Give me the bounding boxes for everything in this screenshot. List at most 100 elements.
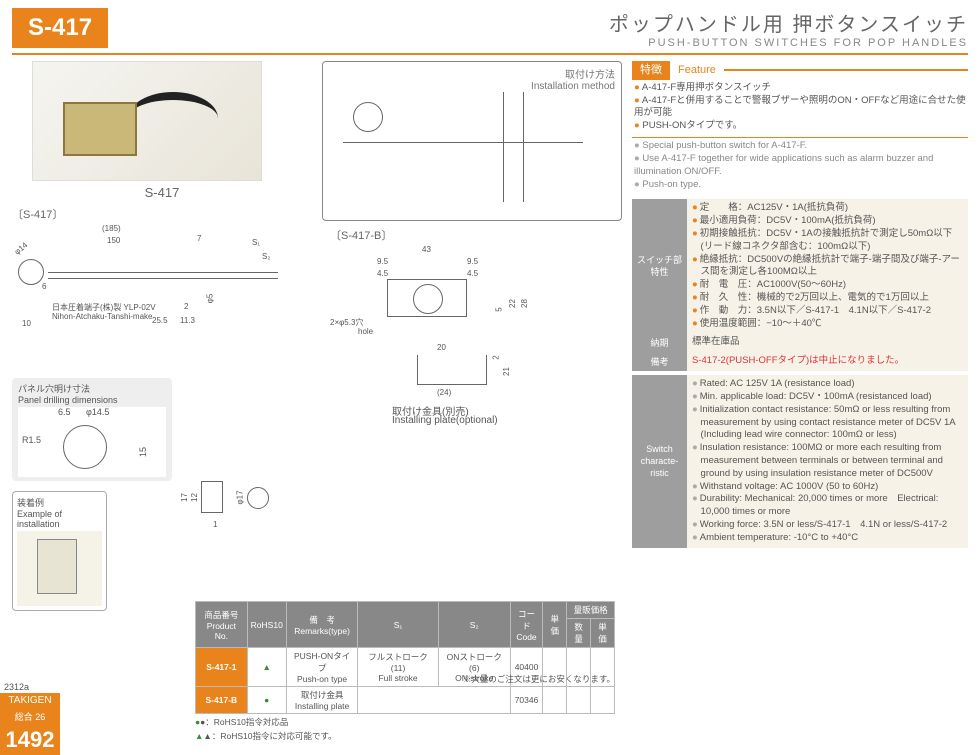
photo-label: S-417 bbox=[12, 185, 312, 200]
dimensions-s417b: 43 9.5 9.5 4.5 4.5 2×φ5.3穴 hole 5 22 28 … bbox=[322, 245, 622, 430]
spec-en-item: Durability: Mechanical: 20,000 times or … bbox=[692, 493, 963, 519]
b-holes-en: hole bbox=[358, 327, 373, 336]
spec-jp-block: スイッチ部特性 定 格：AC125V・1A(抵抗負荷) 最小適用負荷：DC5V・… bbox=[632, 199, 968, 333]
cell-s1 bbox=[358, 687, 510, 714]
product-table: 商品番号Product No. RoHS10 備 考Remarks(type) … bbox=[195, 601, 615, 714]
cell-s1-en: Full stroke bbox=[378, 673, 417, 683]
install-example-box: 装着例 Example of installation bbox=[12, 491, 107, 611]
remark-row: 備考 S-417-2(PUSH-OFFタイプ)は中止になりました。 bbox=[632, 352, 968, 371]
product-code-badge: S-417 bbox=[12, 8, 108, 48]
spec-en-item: Rated: AC 125V 1A (resistance load) bbox=[692, 378, 963, 391]
cell-rem-en: Installing plate bbox=[295, 701, 349, 711]
spec-en-block: Switch characte-ristic Rated: AC 125V 1A… bbox=[632, 375, 968, 548]
spec-jp-item: 使用温度範囲：−10～＋40℃ bbox=[692, 318, 963, 331]
col-bulk: 量販価格 bbox=[567, 602, 615, 619]
spec-jp-body: 定 格：AC125V・1A(抵抗負荷) 最小適用負荷：DC5V・100mA(抵抗… bbox=[687, 199, 968, 333]
dim-150: 150 bbox=[107, 236, 120, 245]
col-bulk-price: 単価 bbox=[591, 619, 615, 648]
b-bracket bbox=[417, 355, 487, 385]
feature-list-jp: A-417-F専用押ボタンスイッチ A-417-Fと併用することで警報ブザーや照… bbox=[632, 80, 968, 137]
dim-10: 10 bbox=[22, 319, 31, 328]
cell-bprice bbox=[591, 687, 615, 714]
cell-s2-jp: ONストローク(6) bbox=[447, 652, 502, 673]
feature-en-item: Push-on type. bbox=[634, 179, 968, 192]
drawing-circle bbox=[18, 259, 44, 285]
spec-jp-item: 絶縁抵抗：DC500Vの絶縁抵抗計で端子-端子間及び端子-アース間を測定し各10… bbox=[692, 254, 963, 280]
b-22: 22 bbox=[508, 299, 517, 308]
col-bulk-qty: 数量 bbox=[567, 619, 591, 648]
panel-145: φ14.5 bbox=[86, 407, 109, 417]
sv-1: 1 bbox=[213, 520, 217, 529]
col-pn-en: Product No. bbox=[207, 621, 236, 641]
b-24: (24) bbox=[437, 388, 451, 397]
dim-7: 7 bbox=[197, 234, 201, 243]
feature-tab-jp: 特徴 bbox=[632, 61, 670, 80]
feature-jp-item: A-417-F専用押ボタンスイッチ bbox=[634, 82, 968, 95]
col-pn-jp: 商品番号 bbox=[204, 610, 238, 620]
dim-185: (185) bbox=[102, 224, 121, 233]
install-method-diagram: 取付け方法 Installation method bbox=[322, 61, 622, 221]
b-45a: 4.5 bbox=[377, 269, 388, 278]
feature-list-en: Special push-button switch for A-417-F. … bbox=[632, 137, 968, 195]
dim-d5: φ5 bbox=[205, 294, 214, 304]
b-20: 20 bbox=[437, 343, 446, 352]
col-rem-en: Remarks(type) bbox=[294, 626, 350, 636]
plate-en: Installing plate(optional) bbox=[392, 415, 498, 426]
col-price: 単価 bbox=[543, 602, 567, 648]
spec-en-item: Withstand voltage: AC 1000V (50 to 60Hz) bbox=[692, 481, 963, 494]
spec-jp-item: 最小適用負荷：DC5V・100mA(抵抗負荷) bbox=[692, 215, 963, 228]
b-plate bbox=[387, 279, 467, 317]
install-method-en: Installation method bbox=[531, 81, 615, 92]
feature-en-item: Use A-417-F together for wide applicatio… bbox=[634, 153, 968, 179]
header: S-417 ポップハンドル用 押ボタンスイッチ PUSH-BUTTON SWIT… bbox=[0, 0, 980, 49]
spec-en-item: Ambient temperature: -10°C to +40°C bbox=[692, 532, 963, 545]
delivery-label: 納期 bbox=[632, 333, 687, 352]
spec-en-body: Rated: AC 125V 1A (resistance load) Min.… bbox=[687, 375, 968, 548]
spec-jp-label: スイッチ部特性 bbox=[632, 199, 687, 333]
b-2: 2 bbox=[492, 355, 501, 359]
remark-label: 備考 bbox=[632, 352, 687, 371]
delivery-row: 納期 標準在庫品 bbox=[632, 333, 968, 352]
panel-65: 6.5 bbox=[58, 407, 71, 417]
b-45b: 4.5 bbox=[467, 269, 478, 278]
panel-title-jp: パネル穴明け寸法 bbox=[18, 382, 166, 395]
install-ex-jp: 装着例 bbox=[17, 496, 102, 509]
table-row: S-417-B ● 取付け金具Installing plate 70346 bbox=[196, 687, 615, 714]
b-21: 21 bbox=[502, 367, 511, 376]
spec-en-item: Insulation resistance: 100MΩ or more eac… bbox=[692, 442, 963, 480]
feature-tab-en: Feature bbox=[670, 61, 724, 80]
panel-title-en: Panel drilling dimensions bbox=[18, 395, 166, 405]
mid-column: 取付け方法 Installation method 〔S-417-B〕 43 9… bbox=[322, 61, 622, 611]
cell-rohs: ▲ bbox=[247, 648, 286, 687]
cell-price bbox=[543, 687, 567, 714]
dim-2: 2 bbox=[184, 302, 188, 311]
revision: 2312a bbox=[0, 681, 60, 693]
spec-en-label: Switch characte-ristic bbox=[632, 375, 687, 548]
sv-17: 17 bbox=[180, 493, 189, 502]
diag-label-s417: 〔S-417〕 bbox=[12, 206, 312, 222]
col-rohs: RoHS10 bbox=[247, 602, 286, 648]
panel-hex bbox=[63, 425, 107, 469]
spec-jp-item: 初期接触抵抗：DC5V・1Aの接触抵抗計で測定し50mΩ以下(リード線コネクタ部… bbox=[692, 228, 963, 254]
install-method-jp: 取付け方法 bbox=[531, 66, 615, 81]
title-block: ポップハンドル用 押ボタンスイッチ PUSH-BUTTON SWITCHES F… bbox=[609, 8, 968, 49]
spec-en-item: Min. applicable load: DC5V・100mA (resist… bbox=[692, 391, 963, 404]
cell-pn: S-417-B bbox=[196, 687, 248, 714]
install-ex-img bbox=[17, 531, 102, 606]
dim-s2: S₂ bbox=[262, 252, 270, 261]
remark-body: S-417-2(PUSH-OFFタイプ)は中止になりました。 bbox=[687, 352, 968, 371]
cell-pn: S-417-1 bbox=[196, 648, 248, 687]
panel-drilling-box: パネル穴明け寸法 Panel drilling dimensions R1.5 … bbox=[12, 378, 172, 481]
b-95b: 9.5 bbox=[467, 257, 478, 266]
b-28: 28 bbox=[520, 299, 529, 308]
panel-r15: R1.5 bbox=[22, 435, 41, 445]
b-43: 43 bbox=[422, 245, 431, 254]
product-table-wrap: 商品番号Product No. RoHS10 備 考Remarks(type) … bbox=[195, 595, 615, 742]
brand: TAKIGEN bbox=[0, 693, 60, 708]
feature-header: 特徴 Feature bbox=[632, 61, 968, 80]
col-code-jp: コード bbox=[518, 609, 535, 631]
feature-en-item: Special push-button switch for A-417-F. bbox=[634, 140, 968, 153]
spec-jp-item: 定 格：AC125V・1A(抵抗負荷) bbox=[692, 202, 963, 215]
dim-113: 11.3 bbox=[180, 316, 195, 325]
footer-left: 2312a TAKIGEN 総合 26 1492 bbox=[0, 681, 60, 755]
